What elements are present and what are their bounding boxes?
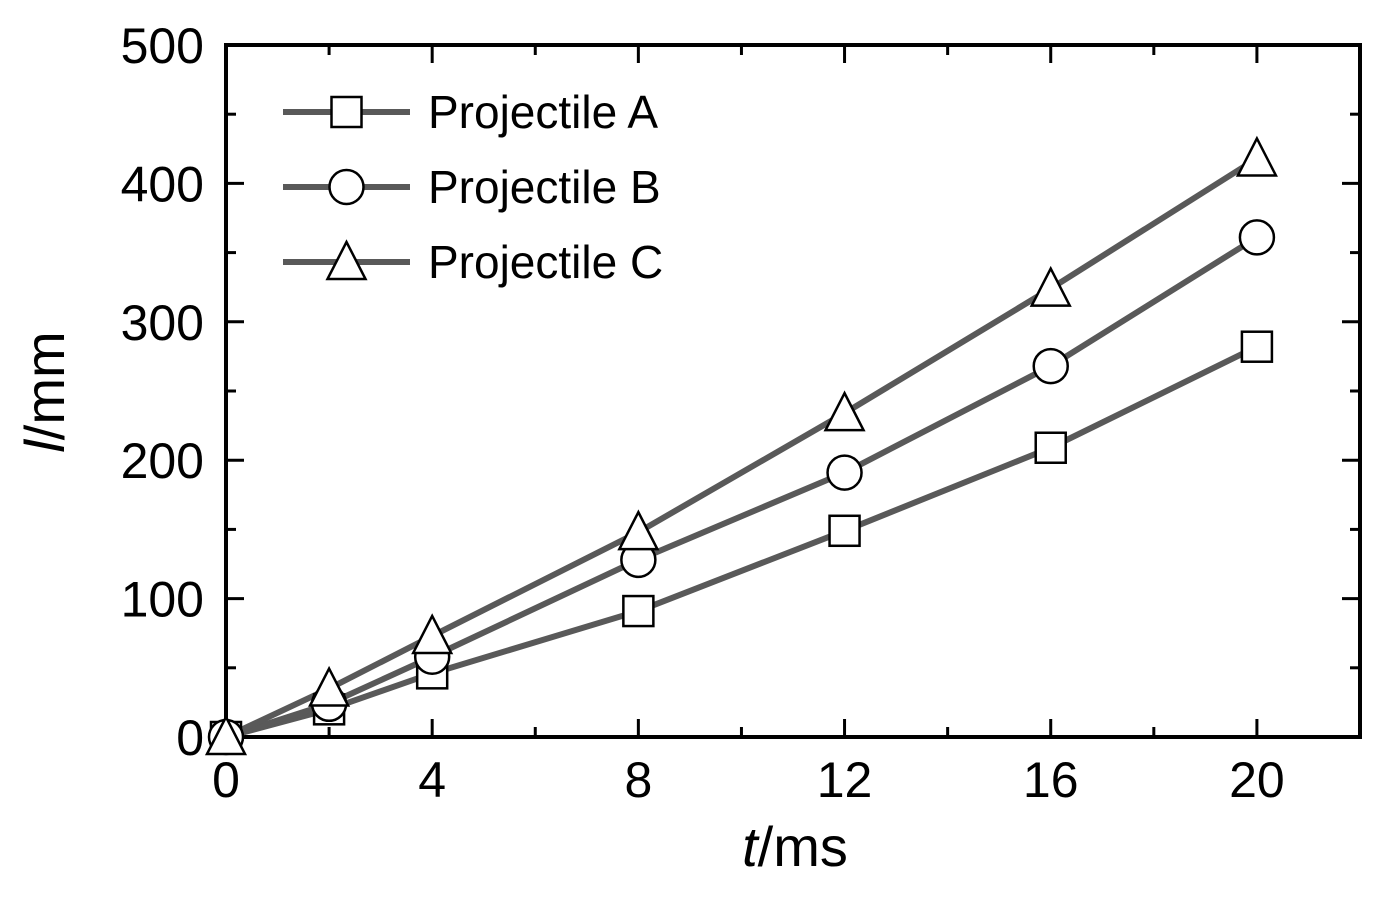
y-tick-label: 300 — [121, 295, 204, 351]
series-group — [204, 135, 1278, 756]
y-axis-label-var: l — [13, 439, 76, 453]
x-tick-label: 20 — [1229, 752, 1285, 808]
data-point-triangle — [411, 613, 454, 655]
x-axis-label-unit: /ms — [758, 815, 848, 878]
data-point-triangle — [1029, 265, 1072, 307]
x-tick-label: 16 — [1023, 752, 1079, 808]
legend-label: Projectile A — [428, 86, 658, 138]
x-tick-label: 0 — [212, 752, 240, 808]
legend-marker-triangle — [325, 239, 368, 281]
data-point-square — [1034, 431, 1067, 464]
data-point-triangle — [204, 714, 248, 756]
y-axis-label-unit: /mm — [13, 331, 76, 440]
x-tick-label: 4 — [418, 752, 446, 808]
data-point-square — [828, 514, 861, 548]
x-tick-label: 12 — [817, 752, 873, 808]
legend-label: Projectile B — [428, 161, 661, 213]
legend-marker-square — [330, 95, 363, 129]
legend-label: Projectile C — [428, 236, 663, 288]
data-point-circle — [826, 454, 863, 491]
data-point-triangle — [617, 509, 660, 551]
y-axis-label: l/mm — [13, 331, 76, 452]
data-point-circle — [1238, 219, 1276, 256]
plot-frame — [224, 43, 1362, 739]
x-axis-label-var: t — [742, 815, 760, 878]
y-tick-label: 500 — [121, 18, 204, 74]
data-point-triangle — [1235, 135, 1278, 177]
legend-marker-circle — [328, 168, 365, 206]
data-point-triangle — [308, 665, 351, 707]
legend: Projectile A Projectile B Projectile C — [283, 86, 663, 288]
data-point-square — [622, 594, 655, 628]
data-point-circle — [1032, 347, 1069, 385]
x-axis-label: t/ms — [742, 815, 848, 878]
x-tick-label: 8 — [624, 752, 652, 808]
data-point-triangle — [823, 390, 866, 432]
y-tick-label: 400 — [121, 156, 204, 212]
data-point-square — [1240, 330, 1274, 363]
y-tick-label: 200 — [121, 433, 204, 489]
y-tick-label: 0 — [176, 710, 204, 766]
series-line-triangle — [224, 155, 1259, 740]
axis-labels: t/ms l/mm — [13, 331, 848, 878]
y-tick-label: 100 — [121, 572, 204, 628]
